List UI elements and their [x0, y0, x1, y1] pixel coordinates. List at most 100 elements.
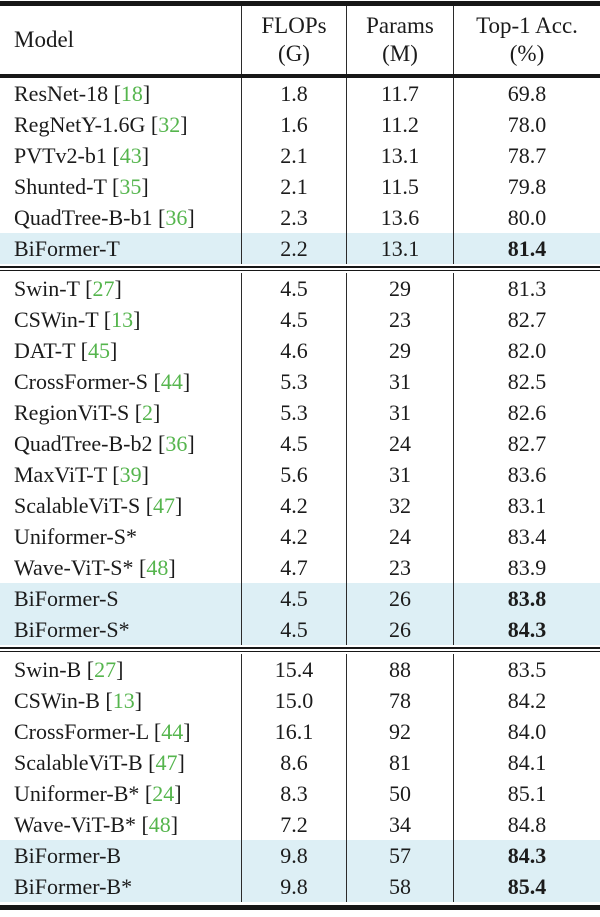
- cite-close-bracket: ]: [180, 112, 188, 137]
- cite-close-bracket: ]: [141, 174, 149, 199]
- citation-link[interactable]: 35: [119, 174, 142, 199]
- model-cell: Swin-B [27]: [0, 654, 241, 685]
- table-row: Shunted-T [35] 2.1 11.5 79.8: [0, 171, 600, 202]
- params-cell: 92: [346, 716, 453, 747]
- table-row: Uniformer-B* [24] 8.3 50 85.1: [0, 778, 600, 809]
- cite-close-bracket: ]: [168, 555, 176, 580]
- top1-acc-cell: 83.1: [453, 490, 600, 521]
- params-cell: 23: [346, 304, 453, 335]
- model-name: ResNet-18: [14, 81, 109, 106]
- model-name: Wave-ViT-S*: [14, 555, 134, 580]
- flops-cell: 5.3: [241, 397, 346, 428]
- cite-close-bracket: ]: [187, 205, 195, 230]
- top1-acc-cell: 84.2: [453, 685, 600, 716]
- citation-link[interactable]: 47: [153, 493, 176, 518]
- cite-open-bracket: [: [99, 688, 113, 713]
- table-row: MaxViT-T [39] 5.6 31 83.6: [0, 459, 600, 490]
- citation-link[interactable]: 45: [87, 338, 110, 363]
- citation-link[interactable]: 44: [160, 369, 183, 394]
- model-name: PVTv2-b1: [14, 143, 107, 168]
- flops-cell: 2.2: [241, 233, 346, 264]
- params-cell: 24: [346, 428, 453, 459]
- column-header-label: Model: [14, 27, 75, 52]
- citation-link[interactable]: 18: [120, 81, 143, 106]
- citation-link[interactable]: 44: [161, 719, 184, 744]
- table-bottom-rule: [0, 905, 600, 910]
- model-cell: CrossFormer-L [44]: [0, 716, 241, 747]
- table-row: BiFormer-S 4.5 26 83.8: [0, 583, 600, 614]
- cite-open-bracket: [: [152, 205, 166, 230]
- model-cell: CrossFormer-S [44]: [0, 366, 241, 397]
- flops-cell: 8.6: [241, 747, 346, 778]
- model-name: BiFormer-S*: [14, 617, 130, 642]
- cite-open-bracket: [: [145, 112, 159, 137]
- cite-open-bracket: [: [129, 400, 143, 425]
- flops-cell: 4.5: [241, 428, 346, 459]
- table-row: CrossFormer-L [44] 16.1 92 84.0: [0, 716, 600, 747]
- table-row: Wave-ViT-B* [48] 7.2 34 84.8: [0, 809, 600, 840]
- table-row: RegNetY-1.6G [32] 1.6 11.2 78.0: [0, 109, 600, 140]
- citation-link[interactable]: 39: [119, 462, 142, 487]
- table-row: Swin-B [27] 15.4 88 83.5: [0, 654, 600, 685]
- column-header-label: Params: [366, 13, 434, 38]
- top1-acc-cell: 83.8: [453, 583, 600, 614]
- citation-link[interactable]: 36: [165, 431, 188, 456]
- flops-cell: 1.6: [241, 109, 346, 140]
- column-header-unit: (M): [382, 41, 418, 66]
- flops-cell: 4.6: [241, 335, 346, 366]
- model-cell: BiFormer-B: [0, 840, 241, 871]
- top1-acc-cell: 69.8: [453, 78, 600, 109]
- cite-open-bracket: [: [152, 431, 166, 456]
- model-cell: RegNetY-1.6G [32]: [0, 109, 241, 140]
- params-cell: 88: [346, 654, 453, 685]
- model-cell: PVTv2-b1 [43]: [0, 140, 241, 171]
- flops-cell: 4.5: [241, 273, 346, 304]
- flops-cell: 8.3: [241, 778, 346, 809]
- model-name: Uniformer-S*: [14, 524, 137, 549]
- citation-link[interactable]: 13: [111, 307, 134, 332]
- model-name: CrossFormer-S: [14, 369, 149, 394]
- flops-cell: 4.2: [241, 521, 346, 552]
- table-row: BiFormer-B 9.8 57 84.3: [0, 840, 600, 871]
- flops-cell: 1.8: [241, 78, 346, 109]
- flops-cell: 4.5: [241, 304, 346, 335]
- model-cell: RegionViT-S [2]: [0, 397, 241, 428]
- citation-link[interactable]: 36: [165, 205, 188, 230]
- params-cell: 13.1: [346, 233, 453, 264]
- top1-acc-cell: 84.0: [453, 716, 600, 747]
- cite-open-bracket: [: [106, 462, 120, 487]
- citation-link[interactable]: 24: [152, 781, 175, 806]
- citation-link[interactable]: 27: [94, 657, 117, 682]
- cite-open-bracket: [: [148, 719, 162, 744]
- model-name: CSWin-T: [14, 307, 99, 332]
- citation-link[interactable]: 2: [142, 400, 154, 425]
- cite-close-bracket: ]: [116, 657, 124, 682]
- cite-open-bracket: [: [140, 493, 154, 518]
- cite-close-bracket: ]: [174, 781, 182, 806]
- params-cell: 23: [346, 552, 453, 583]
- top1-acc-cell: 83.5: [453, 654, 600, 685]
- citation-link[interactable]: 47: [155, 750, 178, 775]
- params-cell: 31: [346, 397, 453, 428]
- column-header-unit: (G): [278, 41, 310, 66]
- params-cell: 50: [346, 778, 453, 809]
- citation-link[interactable]: 43: [119, 143, 142, 168]
- model-cell: ScalableViT-S [47]: [0, 490, 241, 521]
- cite-close-bracket: ]: [177, 750, 185, 775]
- table-row: DAT-T [45] 4.6 29 82.0: [0, 335, 600, 366]
- model-cell: QuadTree-B-b2 [36]: [0, 428, 241, 459]
- flops-cell: 4.5: [241, 583, 346, 614]
- table-row: CrossFormer-S [44] 5.3 31 82.5: [0, 366, 600, 397]
- citation-link[interactable]: 27: [92, 276, 115, 301]
- citation-link[interactable]: 32: [158, 112, 181, 137]
- cite-open-bracket: [: [106, 174, 120, 199]
- model-cell: DAT-T [45]: [0, 335, 241, 366]
- flops-cell: 5.6: [241, 459, 346, 490]
- citation-link[interactable]: 48: [148, 812, 171, 837]
- model-name: Shunted-T: [14, 174, 107, 199]
- table-row: Uniformer-S* 4.2 24 83.4: [0, 521, 600, 552]
- citation-link[interactable]: 48: [146, 555, 169, 580]
- citation-link[interactable]: 13: [112, 688, 135, 713]
- params-cell: 57: [346, 840, 453, 871]
- model-cell: CSWin-T [13]: [0, 304, 241, 335]
